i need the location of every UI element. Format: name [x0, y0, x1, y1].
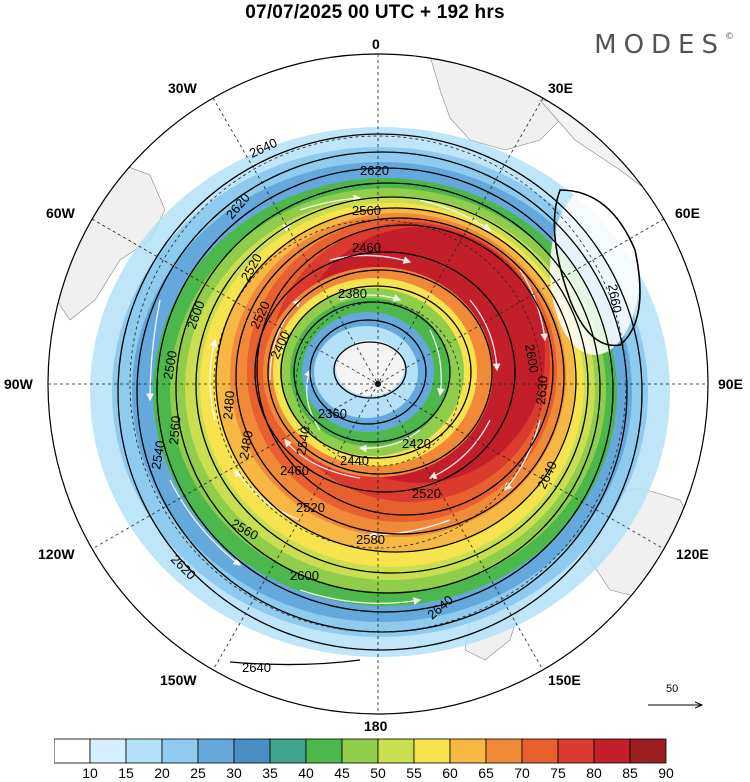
contour-label: 2560: [166, 415, 183, 445]
contour-label: 2460: [280, 463, 309, 478]
lon-label-120w: 120W: [38, 546, 75, 562]
contour-label: 2600: [290, 568, 319, 583]
colorbar-tick-label: 70: [514, 765, 530, 781]
colorbar-cell: [377, 738, 415, 764]
lon-label-30e: 30E: [548, 80, 573, 96]
lon-label-120e: 120E: [676, 546, 709, 562]
colorbar-tick-label: 60: [442, 765, 458, 781]
lon-label-150e: 150E: [548, 672, 581, 688]
height-contours: [117, 133, 643, 666]
contour-label: 2580: [356, 532, 385, 547]
contour-label: 2480: [220, 390, 237, 420]
colorbar-cell: [161, 738, 199, 764]
contour-label: 2600: [522, 343, 542, 374]
colorbar-cell: [593, 738, 631, 764]
colorbar-tick-label: 50: [370, 765, 386, 781]
colorbar-tick-label: 55: [406, 765, 422, 781]
colorbar-cell: [629, 738, 667, 764]
colorbar-tick-label: 30: [226, 765, 242, 781]
colorbar: [54, 738, 667, 764]
contour-label: 2480: [236, 429, 256, 460]
lon-label-180: 180: [364, 718, 388, 734]
contour-label: 2540: [148, 439, 168, 470]
contour-label: 2360: [318, 406, 347, 421]
copyright-mark: ©: [725, 32, 734, 42]
contour-label: 2520: [296, 500, 325, 515]
colorbar-tick-label: 40: [298, 765, 314, 781]
colorbar-tick-label: 65: [478, 765, 494, 781]
band-east-light: [550, 185, 640, 355]
colorbar-tick-label: 75: [550, 765, 566, 781]
colorbar-cell: [413, 738, 451, 764]
colorbar-cell: [125, 738, 163, 764]
colorbar-cell: [521, 738, 559, 764]
contour-label: 2540: [293, 425, 313, 456]
lon-label-150w: 150W: [160, 672, 197, 688]
contour-label: 2660: [605, 283, 625, 314]
brand-text: MODES: [594, 30, 725, 60]
contour-label: 2520: [412, 486, 441, 501]
colorbar-cell: [341, 738, 379, 764]
lon-label-90w: 90W: [4, 376, 33, 392]
colorbar-cell: [557, 738, 595, 764]
lon-label-0: 0: [372, 36, 380, 52]
map-title: 07/07/2025 00 UTC + 192 hrs: [245, 2, 505, 23]
colorbar-cell: [233, 738, 271, 764]
colorbar-tick-label: 45: [334, 765, 350, 781]
colorbar-tick-label: 80: [586, 765, 602, 781]
lon-label-30w: 30W: [168, 80, 197, 96]
lon-label-60w: 60W: [46, 205, 75, 221]
wind-vectors: [146, 194, 549, 605]
colorbar-cell: [197, 738, 235, 764]
colorbar-tick-label: 90: [658, 765, 674, 781]
colorbar-tick-label: 20: [154, 765, 170, 781]
colorbar-tick-label: 25: [190, 765, 206, 781]
colorbar-cell: [305, 738, 343, 764]
modes-logo: MODES©: [594, 30, 734, 60]
lon-label-90e: 90E: [718, 376, 743, 392]
map-boundary: [47, 53, 709, 715]
contour-label: 2380: [338, 286, 367, 301]
colorbar-cell: [89, 738, 127, 764]
contour-label: 2440: [340, 453, 369, 468]
colorbar-tick-label: 15: [118, 765, 134, 781]
contour-label: 2630: [533, 375, 550, 405]
graticule: [48, 54, 708, 714]
colorbar-cell: [269, 738, 307, 764]
colorbar-tick-label: 35: [262, 765, 278, 781]
contour-2660-high: [553, 189, 641, 347]
band-core: [336, 340, 404, 396]
contour-label: 2500: [160, 349, 180, 380]
lon-label-60e: 60E: [675, 205, 700, 221]
contour-label: 2560: [352, 203, 381, 218]
contour-label: 2460: [352, 240, 381, 255]
reference-vector-label: 50: [666, 683, 679, 695]
colorbar-cell: [54, 738, 91, 764]
contour-label: 2420: [402, 436, 431, 451]
colorbar-cell: [449, 738, 487, 764]
contour-label: 2620: [360, 163, 389, 178]
colorbar-cell: [485, 738, 523, 764]
contour-label: 2640: [242, 660, 271, 675]
colorbar-tick-label: 85: [622, 765, 638, 781]
colorbar-tick-label: 10: [82, 765, 98, 781]
